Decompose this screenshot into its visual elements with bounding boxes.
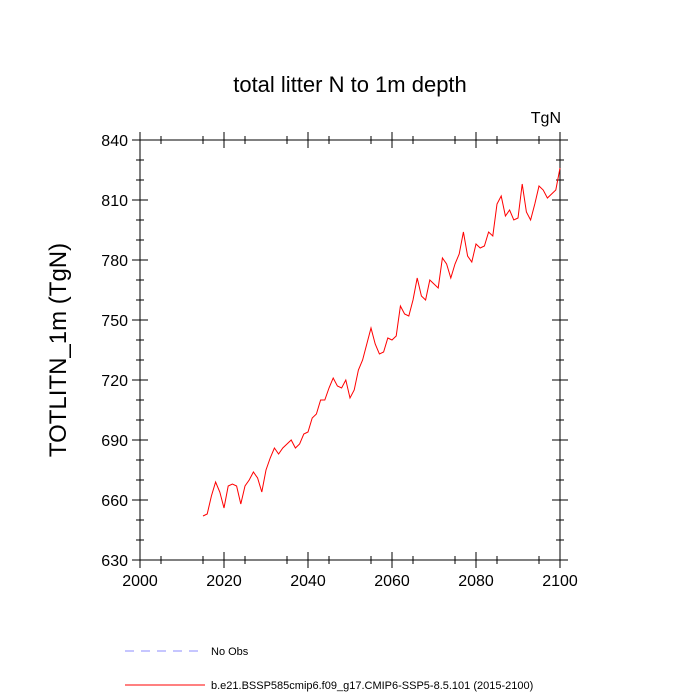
plot-frame — [139, 139, 561, 561]
y-tick-label: 780 — [101, 253, 128, 270]
series-line — [202, 167, 561, 517]
x-tick-label: 2020 — [206, 573, 242, 590]
chart-title: total litter N to 1m depth — [233, 72, 467, 97]
x-tick-label: 2000 — [122, 573, 158, 590]
x-tick-label: 2100 — [542, 573, 578, 590]
units-label: TgN — [531, 110, 561, 127]
x-tick-label: 2040 — [290, 573, 326, 590]
x-tick-label: 2080 — [458, 573, 494, 590]
x-tick-labels: 2000 2020 2040 2060 2080 2100 — [122, 573, 578, 590]
y-axis-label: TOTLITN_1m (TgN) — [45, 243, 72, 457]
y-tick-label: 630 — [101, 553, 128, 570]
y-tick-label: 720 — [101, 373, 128, 390]
y-tick-label: 810 — [101, 193, 128, 210]
x-tick-label: 2060 — [374, 573, 410, 590]
y-tick-labels: 630 660 690 720 750 780 810 840 — [101, 133, 128, 570]
y-tick-label: 660 — [101, 493, 128, 510]
legend-label-model: b.e21.BSSP585cmip6.f09_g17.CMIP6-SSP5-8.… — [211, 680, 533, 692]
minor-ticks — [136, 136, 564, 564]
y-tick-label: 690 — [101, 433, 128, 450]
y-tick-label: 840 — [101, 133, 128, 150]
major-ticks — [132, 132, 568, 568]
y-tick-label: 750 — [101, 313, 128, 330]
legend-label-no-obs: No Obs — [211, 646, 249, 658]
legend: No Obs b.e21.BSSP585cmip6.f09_g17.CMIP6-… — [125, 646, 533, 692]
